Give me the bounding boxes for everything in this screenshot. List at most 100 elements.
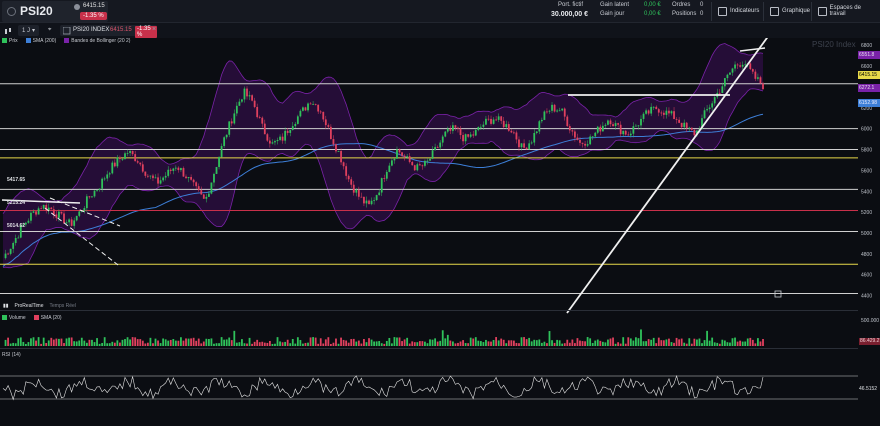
volume-bar [157,340,159,346]
candle-body [108,173,111,175]
volume-bar [119,342,121,346]
volume-bar [558,340,561,346]
volume-bar [324,339,327,346]
candle-body [515,132,518,140]
candle-body [119,157,121,159]
volume-bar [279,341,281,346]
candle-body [30,212,32,221]
candle-body [195,182,198,187]
volume-bar [60,338,63,346]
candle-body [32,211,35,213]
candle-body [457,127,459,129]
candle-body [47,207,50,211]
trendline-channel-top[interactable] [739,47,766,52]
candle-body [449,128,452,131]
horizontal-levels [0,83,858,294]
volume-bar [195,340,198,346]
volume-bar [317,343,320,346]
candle-body [149,175,152,177]
interval-selector[interactable]: 1 J ▾ [18,25,40,36]
legend-sma[interactable]: SMA (200) [25,38,56,49]
chart-button[interactable]: Graphique [766,1,814,21]
volume-bar [680,338,683,346]
volume-bar [274,343,276,346]
candle-body [477,126,480,131]
candle-body [223,137,226,147]
volume-bar [27,342,30,346]
trendline-left-top[interactable] [1,199,81,204]
volume-bar [9,343,12,346]
volume-bar [357,340,360,346]
instrument-tab[interactable]: PSI20 INDEX 6415.15 -1.35 % × [60,25,157,38]
candle-body [520,143,523,148]
trendline-main[interactable] [566,38,780,314]
workspaces-button[interactable]: Espaces de travail [814,1,880,21]
volume-bar [759,341,762,346]
legend-price[interactable]: Prix [2,38,18,49]
legend-volume-sma[interactable]: SMA (20) [33,315,62,321]
candle-body [327,125,330,127]
crosshair-button[interactable]: ⌖ [48,25,51,36]
candle-body [683,122,686,128]
legend-bollinger[interactable]: Bandes de Bollinger (20 2) [64,38,130,49]
candle-body [411,161,414,166]
price-tick-label: 6600 [861,64,872,70]
candle-body [388,165,391,172]
candle-body [500,116,503,121]
volume-bar [500,338,503,346]
candle-body [111,162,114,174]
candle-body [63,213,65,224]
candle-body [614,123,617,127]
candle-body [253,100,256,107]
volume-bar [136,339,139,346]
candle-body [289,130,292,133]
symbol-box[interactable]: PSI20 6415.15 -1.35 % [2,1,108,22]
price-tick-label: 5600 [861,168,872,174]
chart-type-button[interactable] [4,25,12,36]
volume-bar [383,343,386,346]
candle-body [187,177,190,179]
expand-icon[interactable] [774,290,782,298]
candle-body [421,165,424,167]
candle-body [513,132,515,134]
instrument-icon [63,27,71,35]
candle-body [434,147,437,151]
close-icon[interactable]: × [152,26,157,33]
candle-body [261,117,264,124]
level-label: 5417.65 [7,177,26,183]
volume-bar [525,339,528,346]
rsi-legend: RSI (14) [0,352,21,358]
volume-bar [398,337,401,346]
volume-bar [103,337,106,346]
pane-divider[interactable] [0,310,858,311]
candle-body [579,139,581,143]
indicators-button[interactable]: Indicateurs [714,1,763,21]
volume-bar [129,339,131,346]
volume-bar [113,342,116,346]
volume-bar [670,342,673,346]
top-bar: PSI20 6415.15 -1.35 % Port. fictif 30.00… [0,0,880,23]
price-tick-label: 5800 [861,148,872,154]
volume-bar [14,343,17,346]
volume-bar [256,339,259,346]
pane-divider[interactable] [0,348,858,349]
candle-body [365,200,368,204]
legend-volume[interactable]: Volume [2,315,26,321]
price-chart[interactable]: 6800660064006200600058005600540052005000… [0,38,880,426]
workspaces-label: Espaces de travail [829,5,861,17]
candle-body [98,188,101,190]
volume-bar [17,338,20,346]
volume-bar [241,339,243,346]
candle-body [281,136,284,141]
volume-bar [218,343,220,346]
candle-body [729,72,731,75]
candle-body [383,178,386,179]
volume-bar [350,339,353,346]
candle-body [368,200,370,205]
volume-bar [675,337,678,346]
candle-body [286,130,289,133]
candle-body [251,95,253,101]
candle-body [637,125,640,127]
candle-body [96,189,98,191]
trendline-dashed-1[interactable] [49,197,121,227]
